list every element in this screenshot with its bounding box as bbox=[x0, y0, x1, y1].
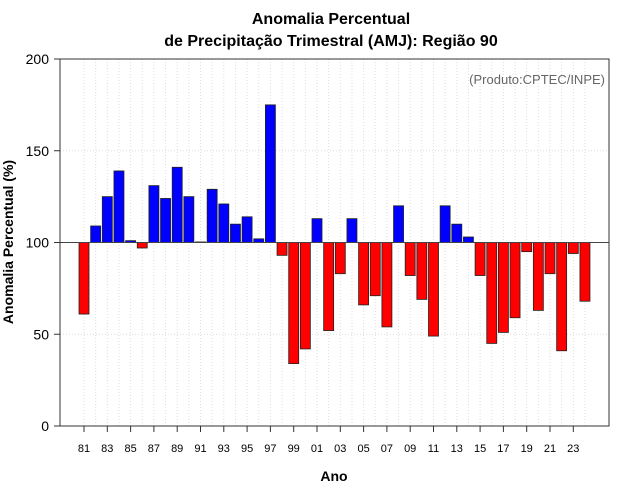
bar-23 bbox=[567, 242, 579, 254]
bar-81 bbox=[78, 242, 90, 315]
bar-82 bbox=[90, 225, 102, 243]
x-tick-label: 99 bbox=[288, 443, 300, 455]
bar-16 bbox=[486, 242, 498, 344]
bar-10 bbox=[416, 242, 428, 300]
bar-01 bbox=[311, 218, 323, 243]
chart-subtitle: de Precipitação Trimestral (AMJ): Região… bbox=[164, 33, 498, 50]
bar-03 bbox=[334, 242, 346, 275]
bar-86 bbox=[136, 242, 148, 249]
bar-11 bbox=[428, 242, 439, 337]
bar-89 bbox=[171, 166, 183, 243]
y-tick-label: 200 bbox=[26, 51, 50, 67]
y-tick-label: 100 bbox=[26, 235, 50, 251]
source-annotation: (Produto:CPTEC/INPE) bbox=[469, 72, 605, 87]
bar-05 bbox=[358, 242, 370, 306]
bar-84 bbox=[113, 170, 125, 243]
bar-00 bbox=[299, 242, 311, 350]
x-tick-label: 07 bbox=[381, 443, 393, 455]
x-tick-label: 83 bbox=[101, 443, 113, 455]
bar-97 bbox=[264, 104, 276, 243]
bar-08 bbox=[393, 205, 404, 243]
chart-title: Anomalia Percentual bbox=[252, 11, 410, 28]
bar-14 bbox=[463, 236, 474, 243]
bar-87 bbox=[148, 185, 160, 243]
x-tick-label: 87 bbox=[148, 443, 160, 455]
x-tick-label: 05 bbox=[357, 443, 369, 455]
x-tick-label: 15 bbox=[474, 443, 486, 455]
bar-09 bbox=[404, 242, 416, 276]
bar-24 bbox=[579, 242, 591, 302]
bar-04 bbox=[346, 218, 358, 243]
x-axis-label: Ano bbox=[320, 468, 347, 484]
bar-18 bbox=[509, 242, 521, 319]
bar-13 bbox=[451, 223, 463, 243]
bar-21 bbox=[544, 242, 556, 275]
bar-19 bbox=[521, 242, 533, 253]
x-tick-label: 91 bbox=[194, 443, 206, 455]
x-tick-label: 89 bbox=[171, 443, 183, 455]
x-tick-label: 11 bbox=[428, 443, 439, 455]
bar-15 bbox=[474, 242, 486, 276]
x-tick-label: 01 bbox=[311, 443, 323, 455]
bar-96 bbox=[253, 238, 265, 243]
x-tick-label: 13 bbox=[451, 443, 463, 455]
x-tick-label: 97 bbox=[264, 443, 276, 455]
bar-02 bbox=[323, 242, 335, 331]
bar-17 bbox=[497, 242, 509, 333]
bars bbox=[78, 104, 591, 365]
y-tick-label: 150 bbox=[26, 143, 50, 159]
y-axis: 0 50 100 150 200 bbox=[26, 51, 60, 434]
bar-99 bbox=[288, 242, 300, 365]
x-tick-label: 81 bbox=[78, 443, 90, 455]
bar-20 bbox=[532, 242, 544, 311]
y-tick-label: 0 bbox=[41, 418, 49, 434]
bar-88 bbox=[160, 198, 171, 243]
x-tick-label: 03 bbox=[334, 443, 346, 455]
x-tick-label: 09 bbox=[404, 443, 416, 455]
x-tick-label: 23 bbox=[567, 443, 579, 455]
bar-83 bbox=[101, 196, 113, 243]
bar-98 bbox=[276, 242, 288, 256]
bar-12 bbox=[439, 205, 451, 243]
x-axis: 81 83 85 87 89 91 93 95 97 99 01 03 05 07 09 11 13 15 17 19… bbox=[78, 426, 579, 455]
y-tick-label: 50 bbox=[33, 326, 49, 342]
x-tick-label: 85 bbox=[124, 443, 136, 455]
x-tick-label: 21 bbox=[544, 443, 556, 455]
x-tick-label: 19 bbox=[521, 443, 533, 455]
bar-92 bbox=[206, 188, 218, 243]
bar-07 bbox=[381, 242, 393, 328]
y-axis-label: Anomalia Percentual (%) bbox=[0, 160, 16, 324]
x-tick-label: 95 bbox=[241, 443, 253, 455]
bar-06 bbox=[369, 242, 381, 297]
x-tick-label: 93 bbox=[218, 443, 230, 455]
bar-95 bbox=[241, 216, 253, 243]
bar-22 bbox=[556, 242, 568, 352]
x-tick-label: 17 bbox=[497, 443, 509, 455]
bar-90 bbox=[183, 196, 195, 243]
bar-94 bbox=[230, 223, 241, 243]
bar-93 bbox=[218, 203, 230, 243]
